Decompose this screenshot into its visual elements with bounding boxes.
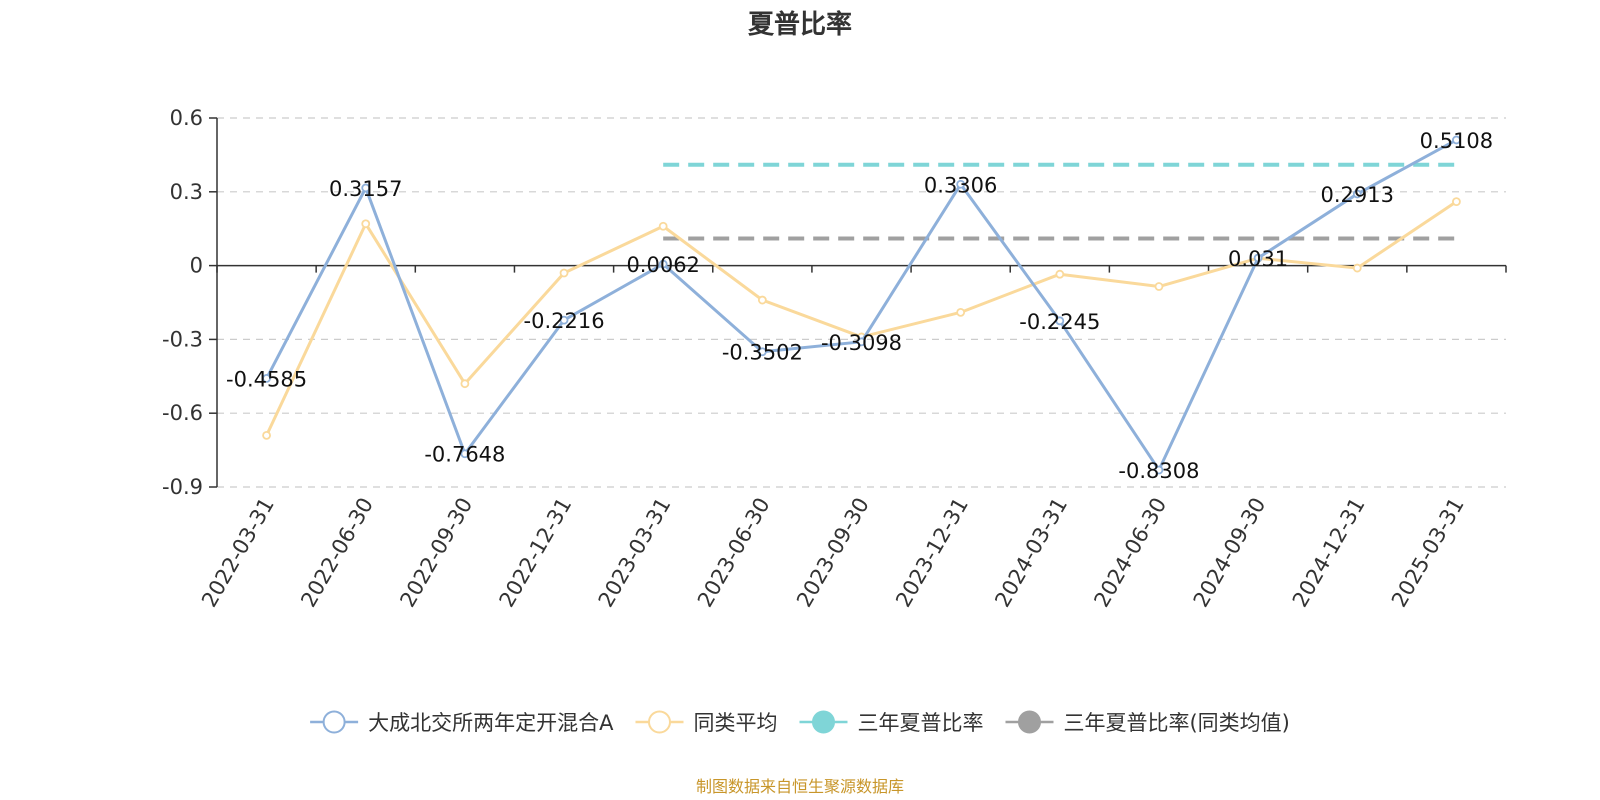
data-label: 0.0062 (626, 253, 699, 277)
y-tick-label: -0.9 (162, 475, 203, 499)
y-tick-label: -0.3 (162, 327, 203, 351)
x-tick-label: 2023-12-31 (891, 493, 973, 611)
x-tick-label: 2023-03-31 (594, 494, 676, 612)
data-label: -0.2216 (524, 309, 605, 333)
legend-label: 同类平均 (693, 711, 777, 735)
legend-marker (647, 710, 671, 734)
series-1-point (361, 219, 371, 229)
data-labels: -0.4585 0.3157 -0.7648 -0.2216 0.0062 -0.3502… (226, 129, 1493, 483)
y-tick-label: 0.6 (170, 106, 203, 130)
data-label: 0.3306 (924, 173, 997, 197)
x-tick-label: 2024-12-31 (1288, 494, 1370, 612)
series-1-point (757, 295, 767, 305)
x-tick-label: 2025-03-31 (1387, 494, 1469, 612)
x-tick-label: 2024-06-30 (1089, 494, 1171, 612)
series-0-point (1055, 316, 1065, 326)
data-label: -0.2245 (1019, 310, 1100, 334)
series-line-0 (265, 138, 1458, 472)
legend-item-2: 三年夏普比率 (799, 710, 983, 735)
series-0-point (1452, 135, 1461, 145)
legend-label: 三年夏普比率(同类均值) (1063, 711, 1289, 735)
series-0-point (757, 347, 767, 357)
y-axis-ticks: 0.6 0.3 0 -0.3 -0.6 -0.9 (162, 106, 217, 499)
x-tick-label: 2022-03-31 (197, 494, 279, 612)
legend-label: 三年夏普比率 (857, 711, 983, 735)
data-label: -0.3502 (722, 341, 803, 365)
series-1-point (658, 221, 668, 231)
data-label: -0.7648 (424, 443, 505, 467)
series-0-point (1352, 189, 1362, 199)
source-note: 制图数据来自恒生聚源数据库 (696, 777, 904, 796)
data-label: 0.031 (1228, 247, 1288, 271)
chart-title: 夏普比率 (748, 9, 852, 40)
y-tick-label: 0 (190, 254, 203, 278)
series-0-point (956, 179, 966, 189)
x-tick-label: 2023-06-30 (693, 494, 775, 612)
legend-item-3: 三年夏普比率(同类均值) (1005, 710, 1290, 735)
series-0-point (1154, 465, 1164, 475)
legend-marker (811, 710, 835, 734)
data-label: 0.2913 (1321, 183, 1394, 207)
data-label: -0.4585 (226, 367, 307, 391)
x-axis-ticks: 2022-03-31 2022-06-30 2022-09-30 2022-12-31… (197, 265, 1507, 612)
series-0-point (460, 449, 470, 459)
series-1-point (460, 379, 470, 389)
y-tick-label: -0.6 (162, 401, 203, 425)
series-layer (262, 135, 1461, 475)
axes (216, 118, 1506, 487)
x-tick-label: 2022-06-30 (296, 494, 378, 612)
legend-item-1: 同类平均 (635, 710, 777, 735)
series-1-point (1452, 197, 1461, 207)
legend: 大成北交所两年定开混合A 同类平均 三年夏普比率 三年夏普比率(同类均值) (310, 710, 1290, 735)
grid-lines (217, 117, 1506, 488)
x-tick-label: 2024-09-30 (1189, 494, 1271, 612)
x-tick-label: 2022-09-30 (395, 494, 477, 612)
y-tick-label: 0.3 (170, 180, 203, 204)
x-tick-label: 2024-03-31 (990, 494, 1072, 612)
series-0-point (857, 337, 866, 347)
series-0-point (559, 315, 569, 325)
series-1-point (1352, 263, 1362, 273)
data-label: 0.5108 (1420, 129, 1493, 153)
legend-item-0: 大成北交所两年定开混合A (310, 710, 614, 735)
series-0-point (1253, 253, 1263, 263)
series-1-point (559, 268, 569, 278)
series-1-point (956, 307, 966, 317)
legend-label: 大成北交所两年定开混合A (368, 711, 614, 735)
series-0-point (361, 183, 371, 193)
legend-marker (1017, 710, 1041, 734)
x-tick-label: 2023-09-30 (792, 494, 874, 612)
series-1-point (262, 430, 271, 440)
legend-marker (322, 710, 346, 734)
series-0-point (262, 373, 271, 383)
series-1-point (1055, 269, 1065, 279)
data-label: -0.8308 (1118, 459, 1199, 483)
data-label: -0.3098 (821, 331, 902, 355)
series-1-point (1154, 282, 1164, 291)
series-0-point (658, 259, 668, 269)
data-label: 0.3157 (329, 177, 402, 201)
x-tick-label: 2022-12-31 (495, 494, 577, 612)
